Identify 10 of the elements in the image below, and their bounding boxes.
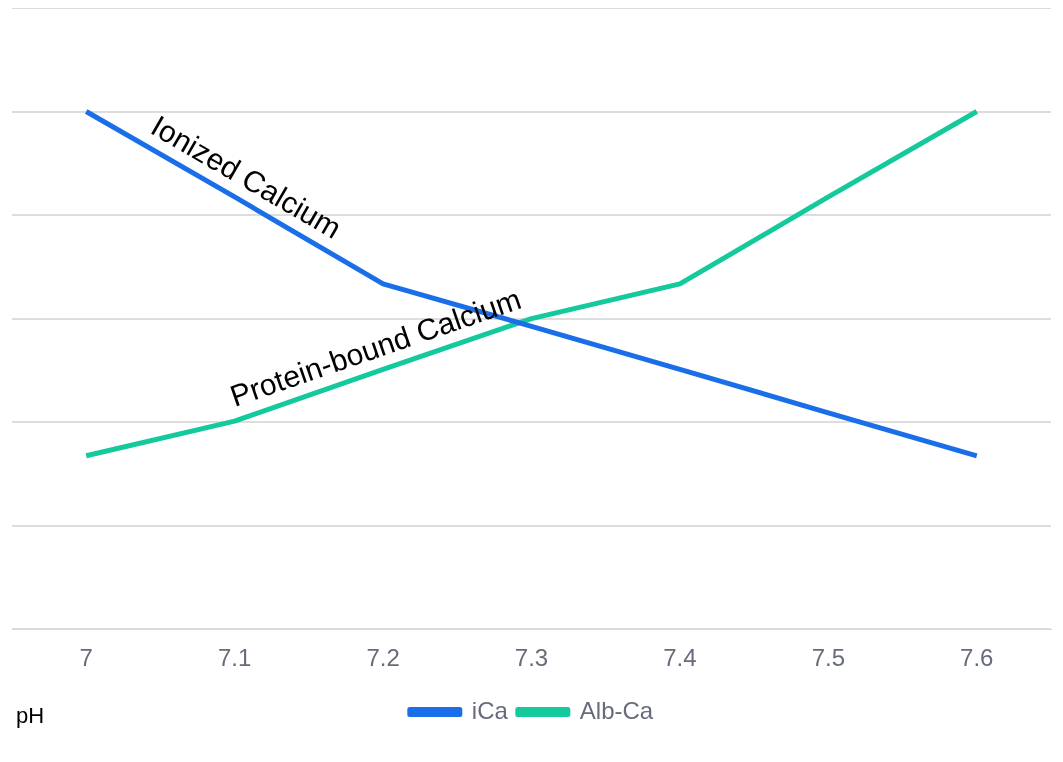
legend-label: Alb-Ca <box>579 696 654 724</box>
x-tick-label: 7 <box>79 644 93 672</box>
x-tick-label: 7.3 <box>514 644 549 672</box>
x-tick-label: 7.5 <box>811 644 846 672</box>
x-tick-label: 7.6 <box>960 644 994 672</box>
x-axis-title: pH <box>16 703 45 729</box>
x-tick-label: 7.4 <box>663 644 697 672</box>
x-tick-label: 7.2 <box>366 644 400 672</box>
x-tick-label: 7.1 <box>217 644 252 672</box>
legend-label: iCa <box>471 696 509 724</box>
